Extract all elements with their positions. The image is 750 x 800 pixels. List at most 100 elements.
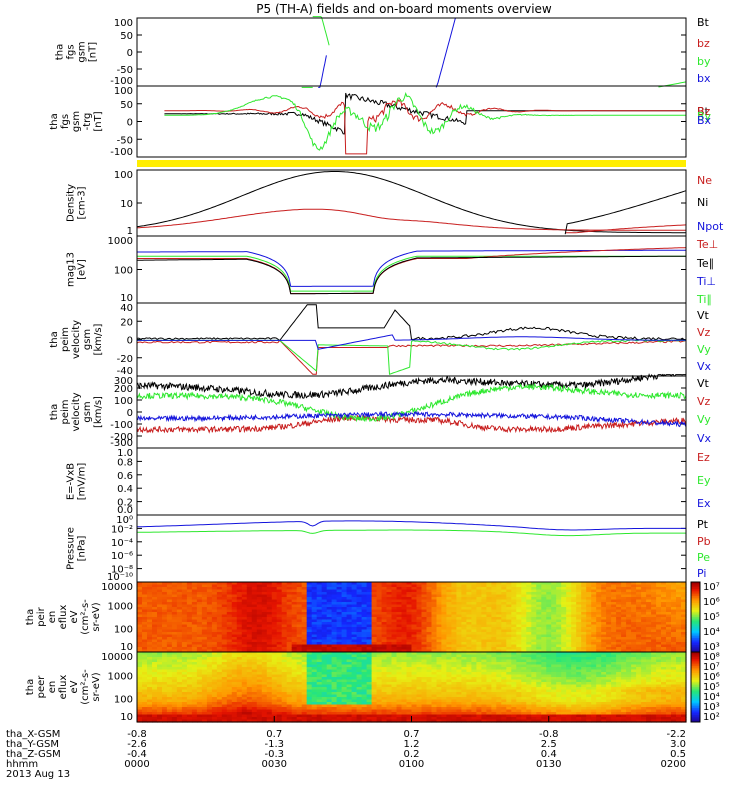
y-tick-label: 10 (120, 712, 133, 723)
y-axis-label: peir (36, 606, 47, 626)
colorbar-label: 10³ (703, 642, 720, 653)
y-axis-label: en (47, 611, 58, 624)
ti-par-line (137, 255, 686, 292)
y-tick-label: 10⁻⁶ (111, 551, 133, 562)
y-axis-label: en (47, 681, 58, 694)
date-label: 2013 Aug 13 (6, 769, 70, 780)
ne-line (565, 224, 687, 234)
panel-fgs: tha fgs gsm [nT] 100 50 0 -50-100 Bt bz by bx (55, 16, 711, 87)
legend-entry: Vx (697, 432, 712, 445)
y-axis-label: (cm²-s- (80, 599, 91, 635)
y-tick-label: 20 (120, 317, 133, 328)
colorbar-label: 10⁵ (703, 682, 720, 693)
legend-entry: Vt (697, 309, 710, 322)
y-tick-label: 100 (114, 18, 133, 29)
x-axis-row-label: tha_X-GSM (6, 729, 60, 740)
panel-frame (136, 447, 687, 516)
legend-entry: Ez (697, 451, 710, 464)
colorbar-label: 10⁷ (703, 582, 720, 593)
x-axis-value: 0.5 (670, 749, 686, 760)
by-line (312, 16, 330, 46)
y-tick-label: 0.6 (117, 471, 133, 482)
y-axis-label: [km/s] (93, 323, 104, 355)
y-tick-label: -40 (117, 366, 133, 377)
legend-entry: by (697, 55, 711, 68)
colorbar-label: 10⁴ (703, 627, 720, 638)
legend-entry: Bz (697, 105, 711, 118)
colorbar-label: 10⁸ (703, 652, 720, 663)
y-axis-label: [nPa] (77, 535, 88, 561)
x-axis-value: 0.2 (404, 749, 420, 760)
ni-line (564, 190, 687, 235)
y-axis-label: [cm-3] (77, 186, 88, 219)
y-tick-label: -20 (117, 354, 133, 365)
y-tick-label: 10000 (101, 582, 133, 593)
y-tick-label: 50 (120, 100, 133, 111)
y-axis-label: tha (25, 679, 36, 695)
y-tick-label: 10⁰ (116, 515, 133, 526)
y-axis-label: velocity (71, 392, 82, 431)
panel-frame (136, 235, 687, 304)
x-axis-value: -2.6 (127, 739, 147, 750)
pi-line (137, 520, 686, 531)
x-axis-row-label: hhmm (6, 759, 38, 770)
y-axis-label: peim (60, 327, 71, 352)
y-tick-label: -100 (110, 147, 133, 158)
legend-entry: Vy (697, 343, 711, 356)
legend-entry: Bt (697, 16, 710, 29)
colorbar-label: 10⁶ (703, 672, 720, 683)
y-axis-label: gsm (71, 111, 82, 132)
y-axis-label: [km/s] (93, 396, 104, 428)
y-tick-label: 100 (114, 266, 133, 277)
ni-line (136, 171, 686, 234)
y-tick-label: 1000 (108, 601, 133, 612)
x-axis-value: 2.5 (541, 739, 557, 750)
colorbar-label: 10⁴ (703, 692, 720, 703)
bz-line (164, 97, 686, 155)
y-axis-label: tha (55, 44, 66, 60)
panel-frame (136, 169, 687, 237)
legend-entry: Vz (697, 395, 711, 408)
y-tick-label: 100 (114, 170, 133, 181)
vz-line (136, 413, 687, 434)
panel-frame (136, 514, 687, 583)
legend-entry: Vt (697, 377, 710, 390)
vy-line (136, 382, 687, 423)
y-tick-label: 0 (127, 118, 133, 129)
legend-entry: Vz (697, 326, 711, 339)
y-tick-label: -50 (117, 65, 133, 76)
y-axis-label: gsm (77, 41, 88, 62)
legend-entry: Pb (697, 535, 711, 548)
legend-entry: Ex (697, 497, 711, 510)
y-axis-label: eflux (58, 605, 69, 630)
y-tick-label: 100 (114, 695, 133, 706)
y-tick-label: 10⁻² (111, 524, 133, 535)
legend-entry: Pt (697, 518, 709, 531)
y-axis-label: tha (49, 113, 60, 129)
figure-title: P5 (TH-A) fields and on-board moments ov… (256, 2, 552, 16)
y-tick-label: 10 (120, 293, 133, 304)
x-axis-value: 1.2 (404, 739, 420, 750)
x-axis-value: -2.2 (666, 729, 686, 740)
bx-line (318, 55, 327, 88)
y-axis-label: sr-eV) (91, 672, 102, 701)
panel-density: Density [cm-3] 100 10 1 Ne Ni Npot (66, 169, 724, 237)
y-tick-label: 0 (127, 48, 133, 59)
te-par-line (137, 255, 686, 295)
legend-entry: Npot (697, 220, 724, 233)
y-tick-label: 0.2 (117, 498, 133, 509)
panel-efield: E=-VxB [mV/m] 1.00.8 0.6 0.4 0.20.0 Ez Ey Ex (66, 447, 711, 516)
heatmap-cells (137, 652, 687, 723)
y-axis-label: peim (60, 399, 71, 424)
colorbar-label: 10⁷ (703, 662, 720, 673)
x-axis-value: 0000 (124, 759, 149, 770)
legend-entry: Ne (697, 174, 712, 187)
y-axis-label: Pressure (66, 527, 77, 570)
y-tick-label: -200 (110, 432, 133, 443)
colorbar-label: 10⁶ (703, 597, 720, 608)
legend-entry: bx (697, 72, 711, 85)
colorbar: 10⁷ 10⁶ 10⁵ 10⁴ 10³ (690, 581, 720, 653)
legend-entry: Ni (697, 196, 708, 209)
